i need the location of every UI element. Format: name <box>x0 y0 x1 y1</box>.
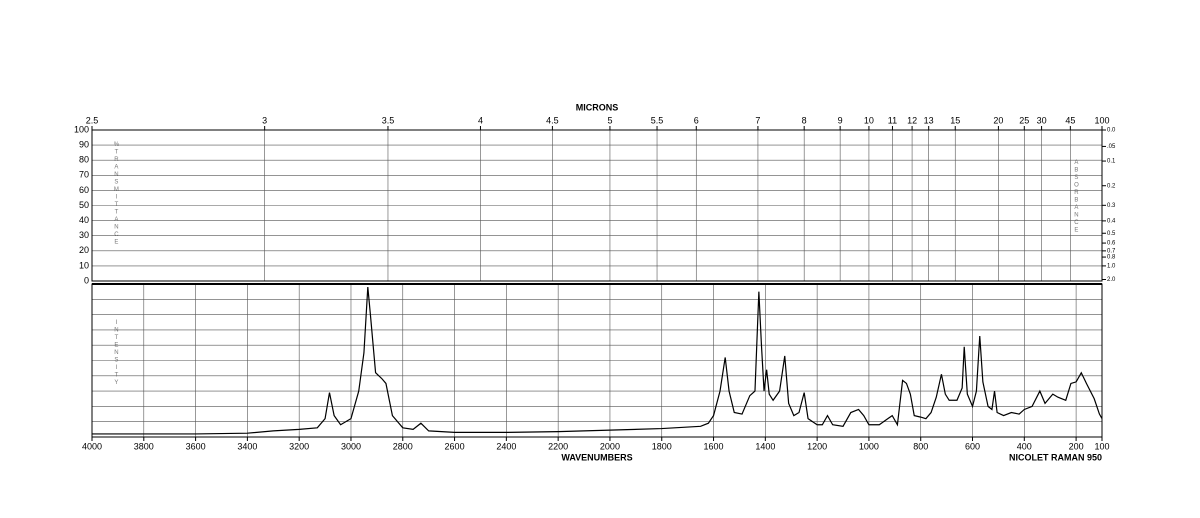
x-tick-label: 2200 <box>548 441 568 451</box>
x2-tick-label: 3.5 <box>382 115 395 125</box>
x2-tick-label: 12 <box>907 115 917 125</box>
x-tick-label: 1000 <box>859 441 879 451</box>
x-tick-label: 600 <box>965 441 980 451</box>
x2-tick-label: 10 <box>864 115 874 125</box>
upper-frame <box>91 129 1103 282</box>
x2-tick-label: 4.5 <box>546 115 559 125</box>
x-tick-label: 3000 <box>341 441 361 451</box>
spectrum-line <box>92 287 1103 435</box>
y-tick-label: 10 <box>79 260 89 270</box>
x-tick-label: 100 <box>1094 441 1109 451</box>
x-tick-label: 1400 <box>755 441 775 451</box>
x2-tick-label: 11 <box>888 115 897 125</box>
x-tick-label: 2800 <box>393 441 413 451</box>
x-tick-label: 200 <box>1069 441 1084 451</box>
x-tick-label: 2400 <box>496 441 516 451</box>
x-tick-label: 4000 <box>82 441 102 451</box>
x2-tick-label: 5.5 <box>651 115 664 125</box>
x2-tick-label: 2.5 <box>86 115 99 125</box>
y-tick-label: 40 <box>79 215 89 225</box>
instrument-label: NICOLET RAMAN 950 <box>1009 452 1102 462</box>
top-axis-label: MICRONS <box>576 102 619 112</box>
x-tick-label: 2600 <box>445 441 465 451</box>
x2-tick-label: 6 <box>694 115 699 125</box>
y2-tick-label: 0.1 <box>1107 159 1116 165</box>
x2-tick-label: 100 <box>1094 115 1109 125</box>
y-tick-label: 70 <box>79 170 89 180</box>
y2-tick-label: 0.4 <box>1107 218 1116 224</box>
x-tick-label: 3400 <box>237 441 257 451</box>
x-tick-label: 3600 <box>186 441 206 451</box>
y2-tick-label: 0.3 <box>1107 203 1116 209</box>
y2-tick-label: 0.2 <box>1107 183 1116 189</box>
y2-tick-label: 2.0 <box>1107 277 1116 283</box>
y-tick-label: 30 <box>79 230 89 240</box>
y2-tick-label: .05 <box>1107 144 1116 150</box>
y-axis-label: %TRANSMITTANCE <box>113 142 119 247</box>
y-tick-label: 20 <box>79 245 89 255</box>
y2-tick-label: 0.7 <box>1107 248 1116 254</box>
y-tick-label: 60 <box>79 185 89 195</box>
x2-tick-label: 45 <box>1065 115 1075 125</box>
x2-tick-label: 7 <box>755 115 760 125</box>
x2-tick-label: 20 <box>993 115 1003 125</box>
x2-tick-label: 5 <box>607 115 612 125</box>
x-tick-label: 3200 <box>289 441 309 451</box>
x-tick-label: 800 <box>913 441 928 451</box>
y-tick-label: 90 <box>79 139 89 149</box>
x-tick-label: 1800 <box>652 441 672 451</box>
y2-tick-label: 1.0 <box>1107 263 1116 269</box>
x2-tick-label: 13 <box>924 115 934 125</box>
x2-tick-label: 8 <box>802 115 807 125</box>
y2-tick-label: 0.6 <box>1107 241 1116 247</box>
x-axis-label: WAVENUMBERS <box>561 452 632 462</box>
x2-tick-label: 9 <box>838 115 843 125</box>
x-tick-label: 400 <box>1017 441 1032 451</box>
y-tick-label: 50 <box>79 200 89 210</box>
y2-axis-label: ABSORBANCE <box>1073 160 1079 235</box>
x-tick-label: 2000 <box>600 441 620 451</box>
x2-tick-label: 30 <box>1037 115 1047 125</box>
x-tick-label: 3800 <box>134 441 154 451</box>
intensity-label: INTENSITY <box>113 320 119 388</box>
x-tick-label: 1600 <box>704 441 724 451</box>
x2-tick-label: 4 <box>478 115 483 125</box>
y2-tick-label: 0.5 <box>1107 231 1116 237</box>
x2-tick-label: 15 <box>950 115 960 125</box>
x-tick-label: 1200 <box>807 441 827 451</box>
x2-tick-label: 25 <box>1019 115 1029 125</box>
y2-tick-label: 0.8 <box>1107 255 1116 261</box>
y-tick-label: 100 <box>74 124 89 134</box>
y-tick-label: 0 <box>84 275 89 285</box>
x2-tick-label: 3 <box>262 115 267 125</box>
y-tick-label: 80 <box>79 155 89 165</box>
y2-tick-label: 0.0 <box>1107 128 1116 134</box>
